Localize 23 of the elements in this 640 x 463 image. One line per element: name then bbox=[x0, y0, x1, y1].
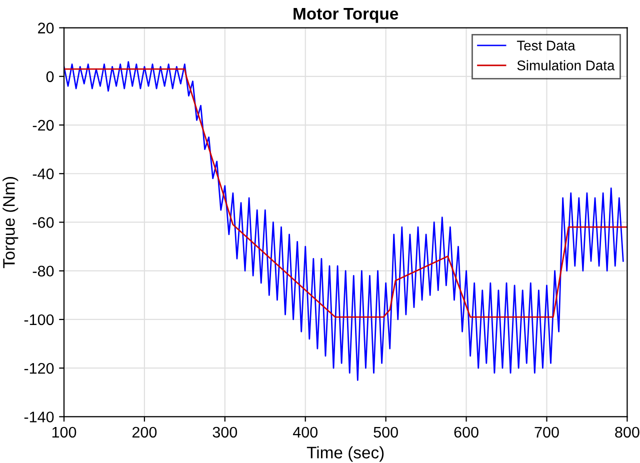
y-tick-label: 0 bbox=[46, 71, 54, 82]
y-tick-label: 20 bbox=[38, 22, 54, 34]
y-axis-title: Torque (Nm) bbox=[2, 176, 18, 268]
y-tick-label: -80 bbox=[32, 266, 54, 277]
x-tick-label: 200 bbox=[132, 426, 157, 438]
x-axis-title: Time (sec) bbox=[306, 446, 384, 462]
line-series bbox=[64, 61, 624, 381]
y-tick-label: -100 bbox=[24, 314, 54, 326]
legend-label: Simulation Data bbox=[517, 60, 615, 70]
x-tick-label: 100 bbox=[52, 426, 76, 438]
y-tick-label: -140 bbox=[24, 412, 54, 422]
x-tick-label: 400 bbox=[292, 426, 318, 438]
y-tick-label: -60 bbox=[32, 217, 54, 228]
y-tick-label: -120 bbox=[24, 362, 54, 374]
x-tick-label: 800 bbox=[615, 426, 640, 438]
x-tick-label: 700 bbox=[534, 426, 559, 438]
chart-title: Motor Torque bbox=[294, 8, 398, 23]
x-tick-label: 600 bbox=[454, 426, 478, 438]
y-tick-label: -40 bbox=[32, 168, 54, 180]
x-tick-label: 300 bbox=[212, 426, 238, 438]
y-tick-label: -20 bbox=[32, 120, 54, 131]
legend-label: Test Data bbox=[516, 40, 576, 50]
x-tick-label: 500 bbox=[374, 426, 398, 438]
